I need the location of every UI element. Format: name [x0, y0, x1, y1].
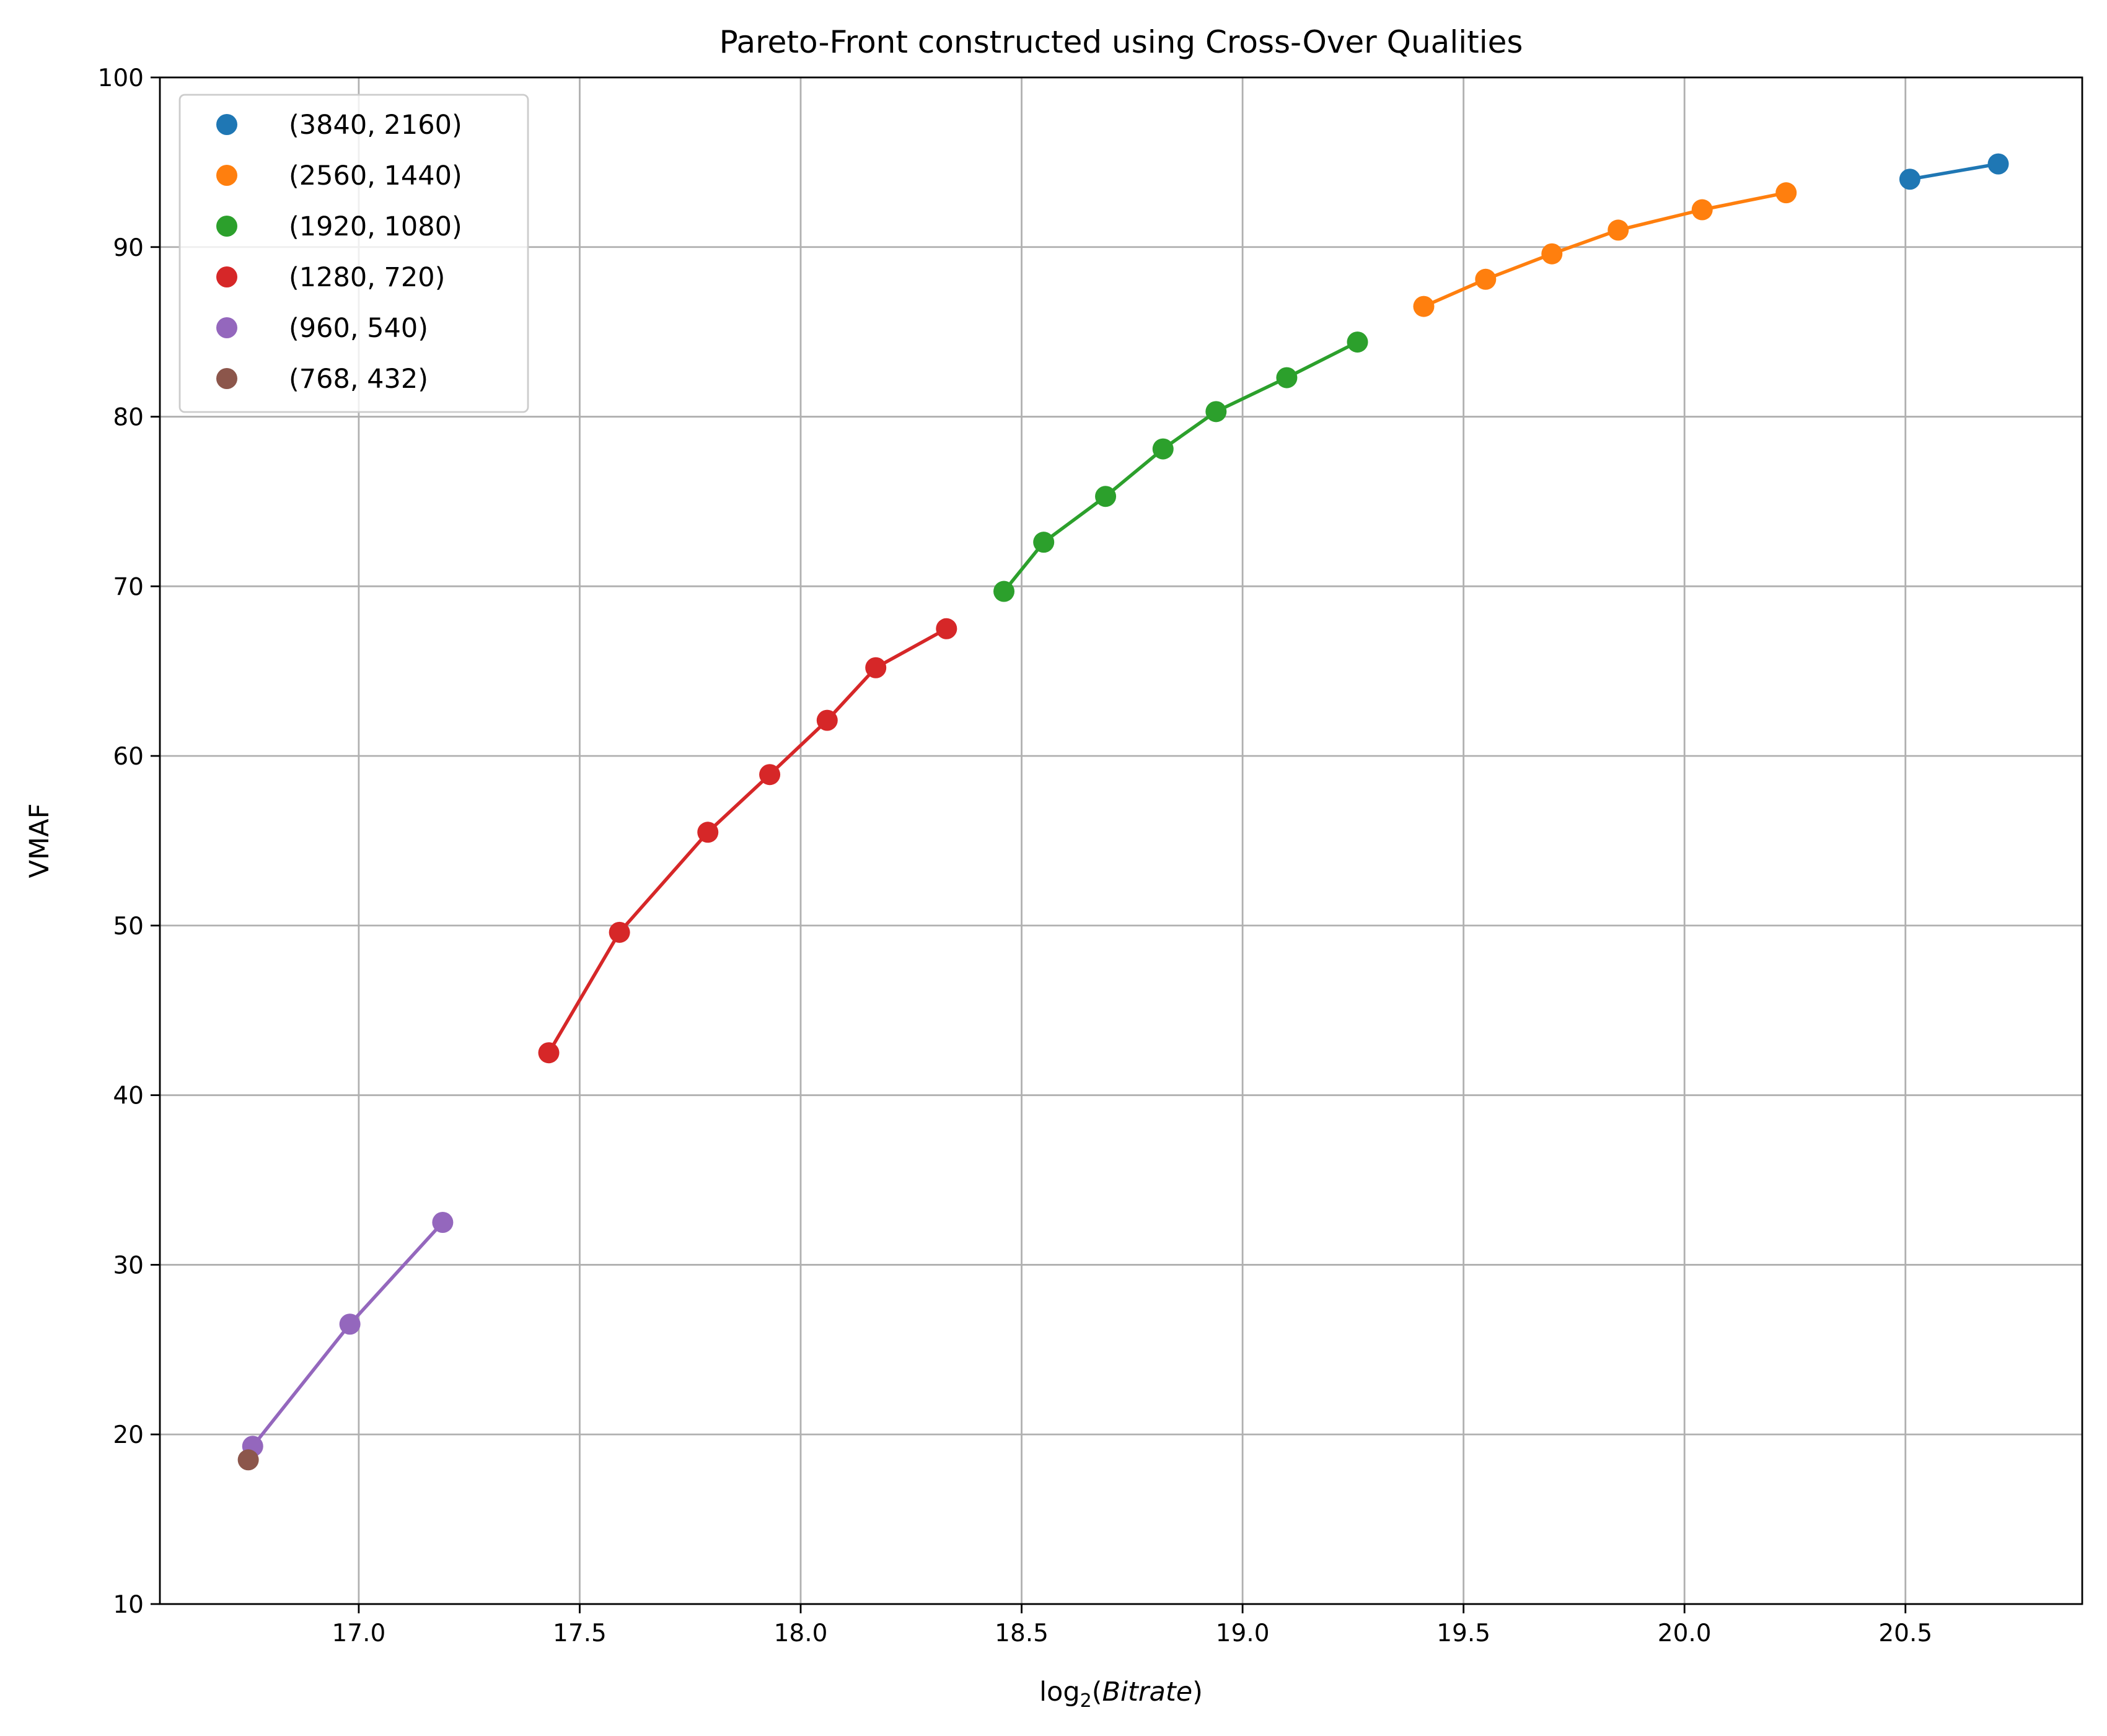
- legend-marker: [216, 368, 237, 389]
- data-point: [936, 618, 957, 639]
- x-tick-label: 17.0: [332, 1620, 385, 1647]
- x-tick-label: 18.0: [774, 1620, 828, 1647]
- data-point: [1152, 438, 1174, 460]
- legend-marker: [216, 317, 237, 338]
- legend-label: (1920, 1080): [289, 211, 462, 242]
- series-group: [237, 1449, 259, 1471]
- y-tick-label: 60: [113, 743, 144, 771]
- legend-label: (768, 432): [289, 364, 428, 395]
- data-point: [432, 1212, 454, 1233]
- data-point: [759, 764, 781, 786]
- data-point: [1987, 153, 2009, 175]
- series-line: [1423, 191, 1787, 309]
- data-point: [1775, 182, 1797, 204]
- legend: (3840, 2160) (2560, 1440) (1920, 1080) (128…: [178, 94, 529, 413]
- data-point: [1205, 401, 1227, 423]
- y-tick-label: 40: [113, 1082, 144, 1110]
- series-group: [993, 331, 1368, 602]
- x-tick-label: 19.5: [1436, 1620, 1490, 1647]
- y-tick-label: 100: [98, 64, 144, 92]
- chart-title: Pareto-Front constructed using Cross-Ove…: [719, 24, 1523, 60]
- x-axis-label-paren-open: (: [1092, 1677, 1102, 1708]
- series-line: [1909, 162, 1999, 182]
- data-point: [993, 581, 1015, 602]
- data-point: [1475, 268, 1497, 290]
- data-point: [1095, 486, 1117, 507]
- plot-series: [237, 153, 2009, 1471]
- legend-label: (960, 540): [289, 313, 428, 344]
- series-group: [1899, 153, 2009, 190]
- x-tick-label: 20.5: [1878, 1620, 1932, 1647]
- x-axis-label-log: log: [1039, 1677, 1080, 1708]
- y-tick-label: 50: [113, 913, 144, 940]
- data-point: [609, 921, 630, 943]
- y-tick-label: 80: [113, 404, 144, 432]
- legend-label: (2560, 1440): [289, 160, 462, 191]
- y-axis-label: VMAF: [24, 804, 55, 879]
- data-point: [538, 1042, 560, 1064]
- data-point: [816, 709, 838, 731]
- data-point: [865, 657, 887, 678]
- series-group: [538, 618, 957, 1064]
- legend-marker: [216, 266, 237, 287]
- x-axis-label-paren-close: ): [1192, 1677, 1203, 1708]
- legend-box: [178, 94, 529, 413]
- x-axis-label-arg: Bitrate: [1102, 1677, 1193, 1708]
- data-point: [1033, 532, 1055, 553]
- data-point: [1608, 219, 1629, 241]
- y-tick-label: 30: [113, 1252, 144, 1279]
- data-point: [1691, 199, 1713, 221]
- data-point: [697, 822, 719, 843]
- y-tick-label: 90: [113, 234, 144, 262]
- y-tick-label: 70: [113, 573, 144, 601]
- x-tick-label: 20.0: [1658, 1620, 1712, 1647]
- data-point: [1276, 367, 1298, 388]
- data-point: [1899, 169, 1920, 190]
- x-axis-label-subscript: 2: [1080, 1690, 1092, 1712]
- data-point: [1413, 296, 1435, 317]
- legend-marker: [216, 114, 237, 135]
- data-point: [237, 1449, 259, 1471]
- legend-label: (1280, 720): [289, 262, 445, 293]
- data-point: [1541, 243, 1563, 265]
- legend-marker: [216, 216, 237, 237]
- legend-label: (3840, 2160): [289, 110, 462, 141]
- data-point: [1347, 331, 1368, 353]
- y-tick-label: 10: [113, 1591, 144, 1619]
- y-tick-label: 20: [113, 1421, 144, 1449]
- series-group: [1413, 182, 1797, 317]
- x-axis-label: log2(Bitrate): [1039, 1677, 1203, 1712]
- x-tick-label: 17.5: [553, 1620, 607, 1647]
- legend-marker: [216, 165, 237, 186]
- axis-ticks: 17.0 17.5 18.0 18.5 19.0 19.5 20.0 20.5 10 20 30 40…: [98, 64, 1933, 1647]
- data-point: [339, 1313, 361, 1335]
- x-tick-label: 19.0: [1216, 1620, 1270, 1647]
- x-tick-label: 18.5: [995, 1620, 1049, 1647]
- axes-frame: [159, 76, 2083, 1605]
